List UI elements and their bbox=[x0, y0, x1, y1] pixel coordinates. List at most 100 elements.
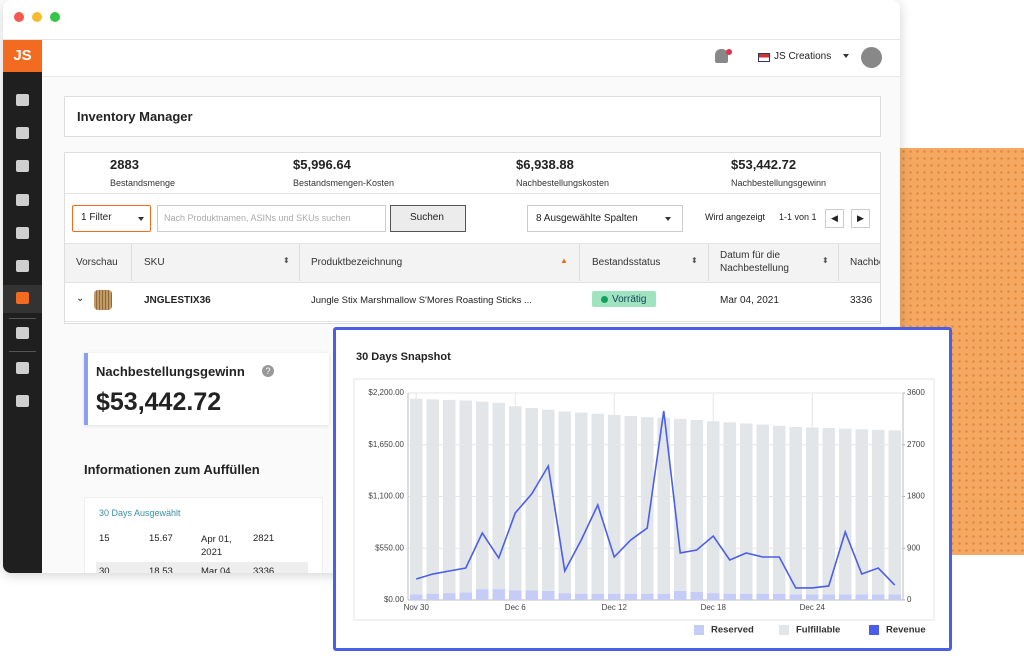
chart-frame bbox=[353, 378, 935, 621]
prev-page[interactable]: ◀ bbox=[825, 209, 844, 228]
row-divider bbox=[65, 321, 880, 322]
profit-card bbox=[84, 353, 329, 425]
columns-caret bbox=[665, 217, 671, 224]
bar-segment bbox=[657, 417, 671, 594]
bar-segment bbox=[426, 593, 440, 600]
refill-cell: 15 bbox=[99, 533, 110, 544]
bar-segment bbox=[805, 594, 819, 600]
row-qty: 3336 bbox=[850, 295, 873, 306]
columns-dropdown[interactable]: 8 Ausgewählte Spalten bbox=[527, 205, 683, 232]
nav-icon[interactable] bbox=[16, 395, 29, 407]
nav-icon[interactable] bbox=[16, 194, 29, 206]
refill-cell: 30 bbox=[99, 566, 110, 573]
column-divider bbox=[579, 244, 580, 281]
search-input[interactable]: Nach Produktnamen, ASINs und SKUs suchen bbox=[157, 205, 386, 232]
nav-icon[interactable] bbox=[16, 227, 29, 239]
bar-segment bbox=[558, 411, 572, 594]
range-label: 1-1 von 1 bbox=[779, 212, 817, 222]
bar-segment bbox=[525, 590, 539, 600]
avatar[interactable] bbox=[861, 47, 882, 68]
bar-segment bbox=[805, 427, 819, 595]
bar-segment bbox=[739, 423, 753, 594]
top-bar bbox=[42, 40, 900, 77]
sort-icon[interactable]: ⬍ bbox=[822, 256, 829, 265]
nav-icon[interactable] bbox=[16, 127, 29, 139]
nav-icon[interactable] bbox=[16, 160, 29, 172]
nav-divider bbox=[9, 351, 36, 352]
column-header: Datum für die Nachbestellung bbox=[720, 250, 789, 274]
account-caret[interactable] bbox=[843, 54, 849, 61]
sort-icon[interactable]: ▲ bbox=[560, 256, 568, 265]
title-bar bbox=[3, 0, 900, 40]
nav-icon[interactable] bbox=[16, 292, 29, 304]
bar-segment bbox=[855, 594, 869, 600]
stat-value: $5,996.64 bbox=[293, 157, 351, 172]
bar-segment bbox=[822, 594, 836, 600]
status-dot bbox=[601, 296, 608, 303]
legend-swatch bbox=[779, 625, 789, 635]
bar-segment bbox=[607, 593, 621, 600]
logo[interactable]: JS bbox=[3, 40, 42, 72]
bar-segment bbox=[838, 594, 852, 600]
row-sku: JNGLESTIX36 bbox=[144, 295, 211, 306]
y-tick-label: $550.00 bbox=[375, 543, 404, 552]
close-dot[interactable] bbox=[14, 12, 24, 22]
refill-selected: 30 Days Ausgewählt bbox=[99, 508, 181, 518]
x-tick-label: Nov 30 bbox=[404, 603, 430, 612]
bar-segment bbox=[624, 416, 638, 594]
bar-segment bbox=[541, 590, 555, 600]
next-page[interactable]: ▶ bbox=[851, 209, 870, 228]
bar-segment bbox=[624, 593, 638, 600]
max-dot[interactable] bbox=[50, 12, 60, 22]
min-dot[interactable] bbox=[32, 12, 42, 22]
legend-swatch bbox=[694, 625, 704, 635]
bar-segment bbox=[657, 593, 671, 600]
sort-icon[interactable]: ⬍ bbox=[691, 256, 698, 265]
bar-segment bbox=[475, 589, 489, 600]
expand-chevron[interactable]: ⌄ bbox=[76, 293, 85, 304]
stat-value: 2883 bbox=[110, 157, 139, 172]
bar-segment bbox=[739, 593, 753, 600]
nav-icon[interactable] bbox=[16, 327, 29, 339]
bar-segment bbox=[409, 398, 423, 595]
bar-segment bbox=[640, 417, 654, 594]
bar-segment bbox=[640, 593, 654, 600]
bar-segment bbox=[706, 593, 720, 600]
nav-divider bbox=[9, 318, 36, 319]
bar-segment bbox=[508, 406, 522, 591]
filter-button[interactable]: 1 Filter bbox=[72, 205, 151, 232]
stat-value: $6,938.88 bbox=[516, 157, 574, 172]
y-tick-label: $1,650.00 bbox=[368, 440, 404, 449]
y-tick-label: $0.00 bbox=[384, 595, 405, 604]
legend-label: Revenue bbox=[886, 625, 926, 636]
sort-icon[interactable]: ⬍ bbox=[283, 256, 290, 265]
bar-segment bbox=[541, 409, 555, 591]
status-badge: Vorrätig bbox=[592, 291, 656, 307]
profit-value: $53,442.72 bbox=[96, 388, 222, 416]
nav-icon[interactable] bbox=[16, 94, 29, 106]
stat-label: Nachbestellungskosten bbox=[516, 178, 610, 188]
x-tick-label: Dec 24 bbox=[800, 603, 826, 612]
y2-tick-label: 900 bbox=[907, 543, 921, 552]
bar-segment bbox=[574, 593, 588, 600]
nav-icon[interactable] bbox=[16, 260, 29, 272]
bar-segment bbox=[442, 593, 456, 600]
table-header bbox=[65, 243, 880, 283]
bell[interactable] bbox=[715, 49, 728, 63]
bar-segment bbox=[525, 407, 539, 591]
account-name[interactable]: JS Creations bbox=[774, 51, 832, 62]
bar-segment bbox=[706, 421, 720, 594]
main-card bbox=[64, 152, 881, 324]
refill-cell: 15.67 bbox=[149, 533, 173, 544]
help-icon[interactable]: ? bbox=[262, 365, 274, 377]
bar-segment bbox=[772, 425, 786, 594]
nav-icon[interactable] bbox=[16, 362, 29, 374]
search-button[interactable]: Suchen bbox=[390, 205, 466, 232]
filter-label: 1 Filter bbox=[81, 212, 112, 223]
bar-segment bbox=[690, 420, 704, 592]
filter-caret bbox=[138, 217, 144, 224]
bar-segment bbox=[822, 428, 836, 595]
header-card bbox=[64, 96, 881, 137]
bar-segment bbox=[409, 594, 423, 600]
bar-segment bbox=[673, 590, 687, 600]
